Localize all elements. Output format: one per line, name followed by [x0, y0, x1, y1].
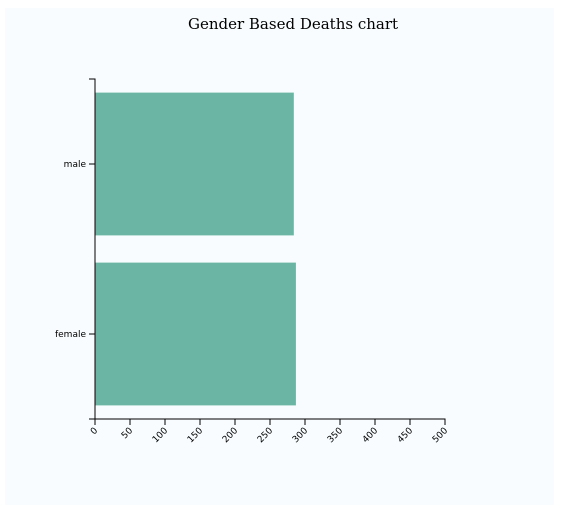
- y-tick-label-male: male: [64, 160, 87, 170]
- x-tick-label-350: 350: [326, 426, 345, 445]
- x-tick-label-50: 50: [120, 426, 135, 441]
- x-tick-label-0: 0: [89, 426, 100, 437]
- x-tick-label-200: 200: [221, 426, 240, 445]
- x-tick-label-400: 400: [361, 426, 380, 445]
- bars-group: [95, 93, 296, 406]
- chart-title: Gender Based Deaths chart: [188, 15, 398, 33]
- x-tick-label-450: 450: [396, 426, 415, 445]
- bar-male: [95, 93, 294, 236]
- y-tick-label-female: female: [55, 330, 86, 340]
- bar-female: [95, 263, 296, 406]
- y-axis-line: [89, 79, 95, 419]
- x-tick-label-100: 100: [151, 426, 170, 445]
- x-axis: 0 50 100 150 200 250 300 350 400 450 500: [89, 419, 450, 445]
- y-axis: male female: [55, 79, 95, 419]
- x-tick-label-250: 250: [256, 426, 275, 445]
- x-tick-label-150: 150: [186, 426, 205, 445]
- x-tick-label-300: 300: [291, 426, 310, 445]
- x-tick-label-500: 500: [431, 426, 450, 445]
